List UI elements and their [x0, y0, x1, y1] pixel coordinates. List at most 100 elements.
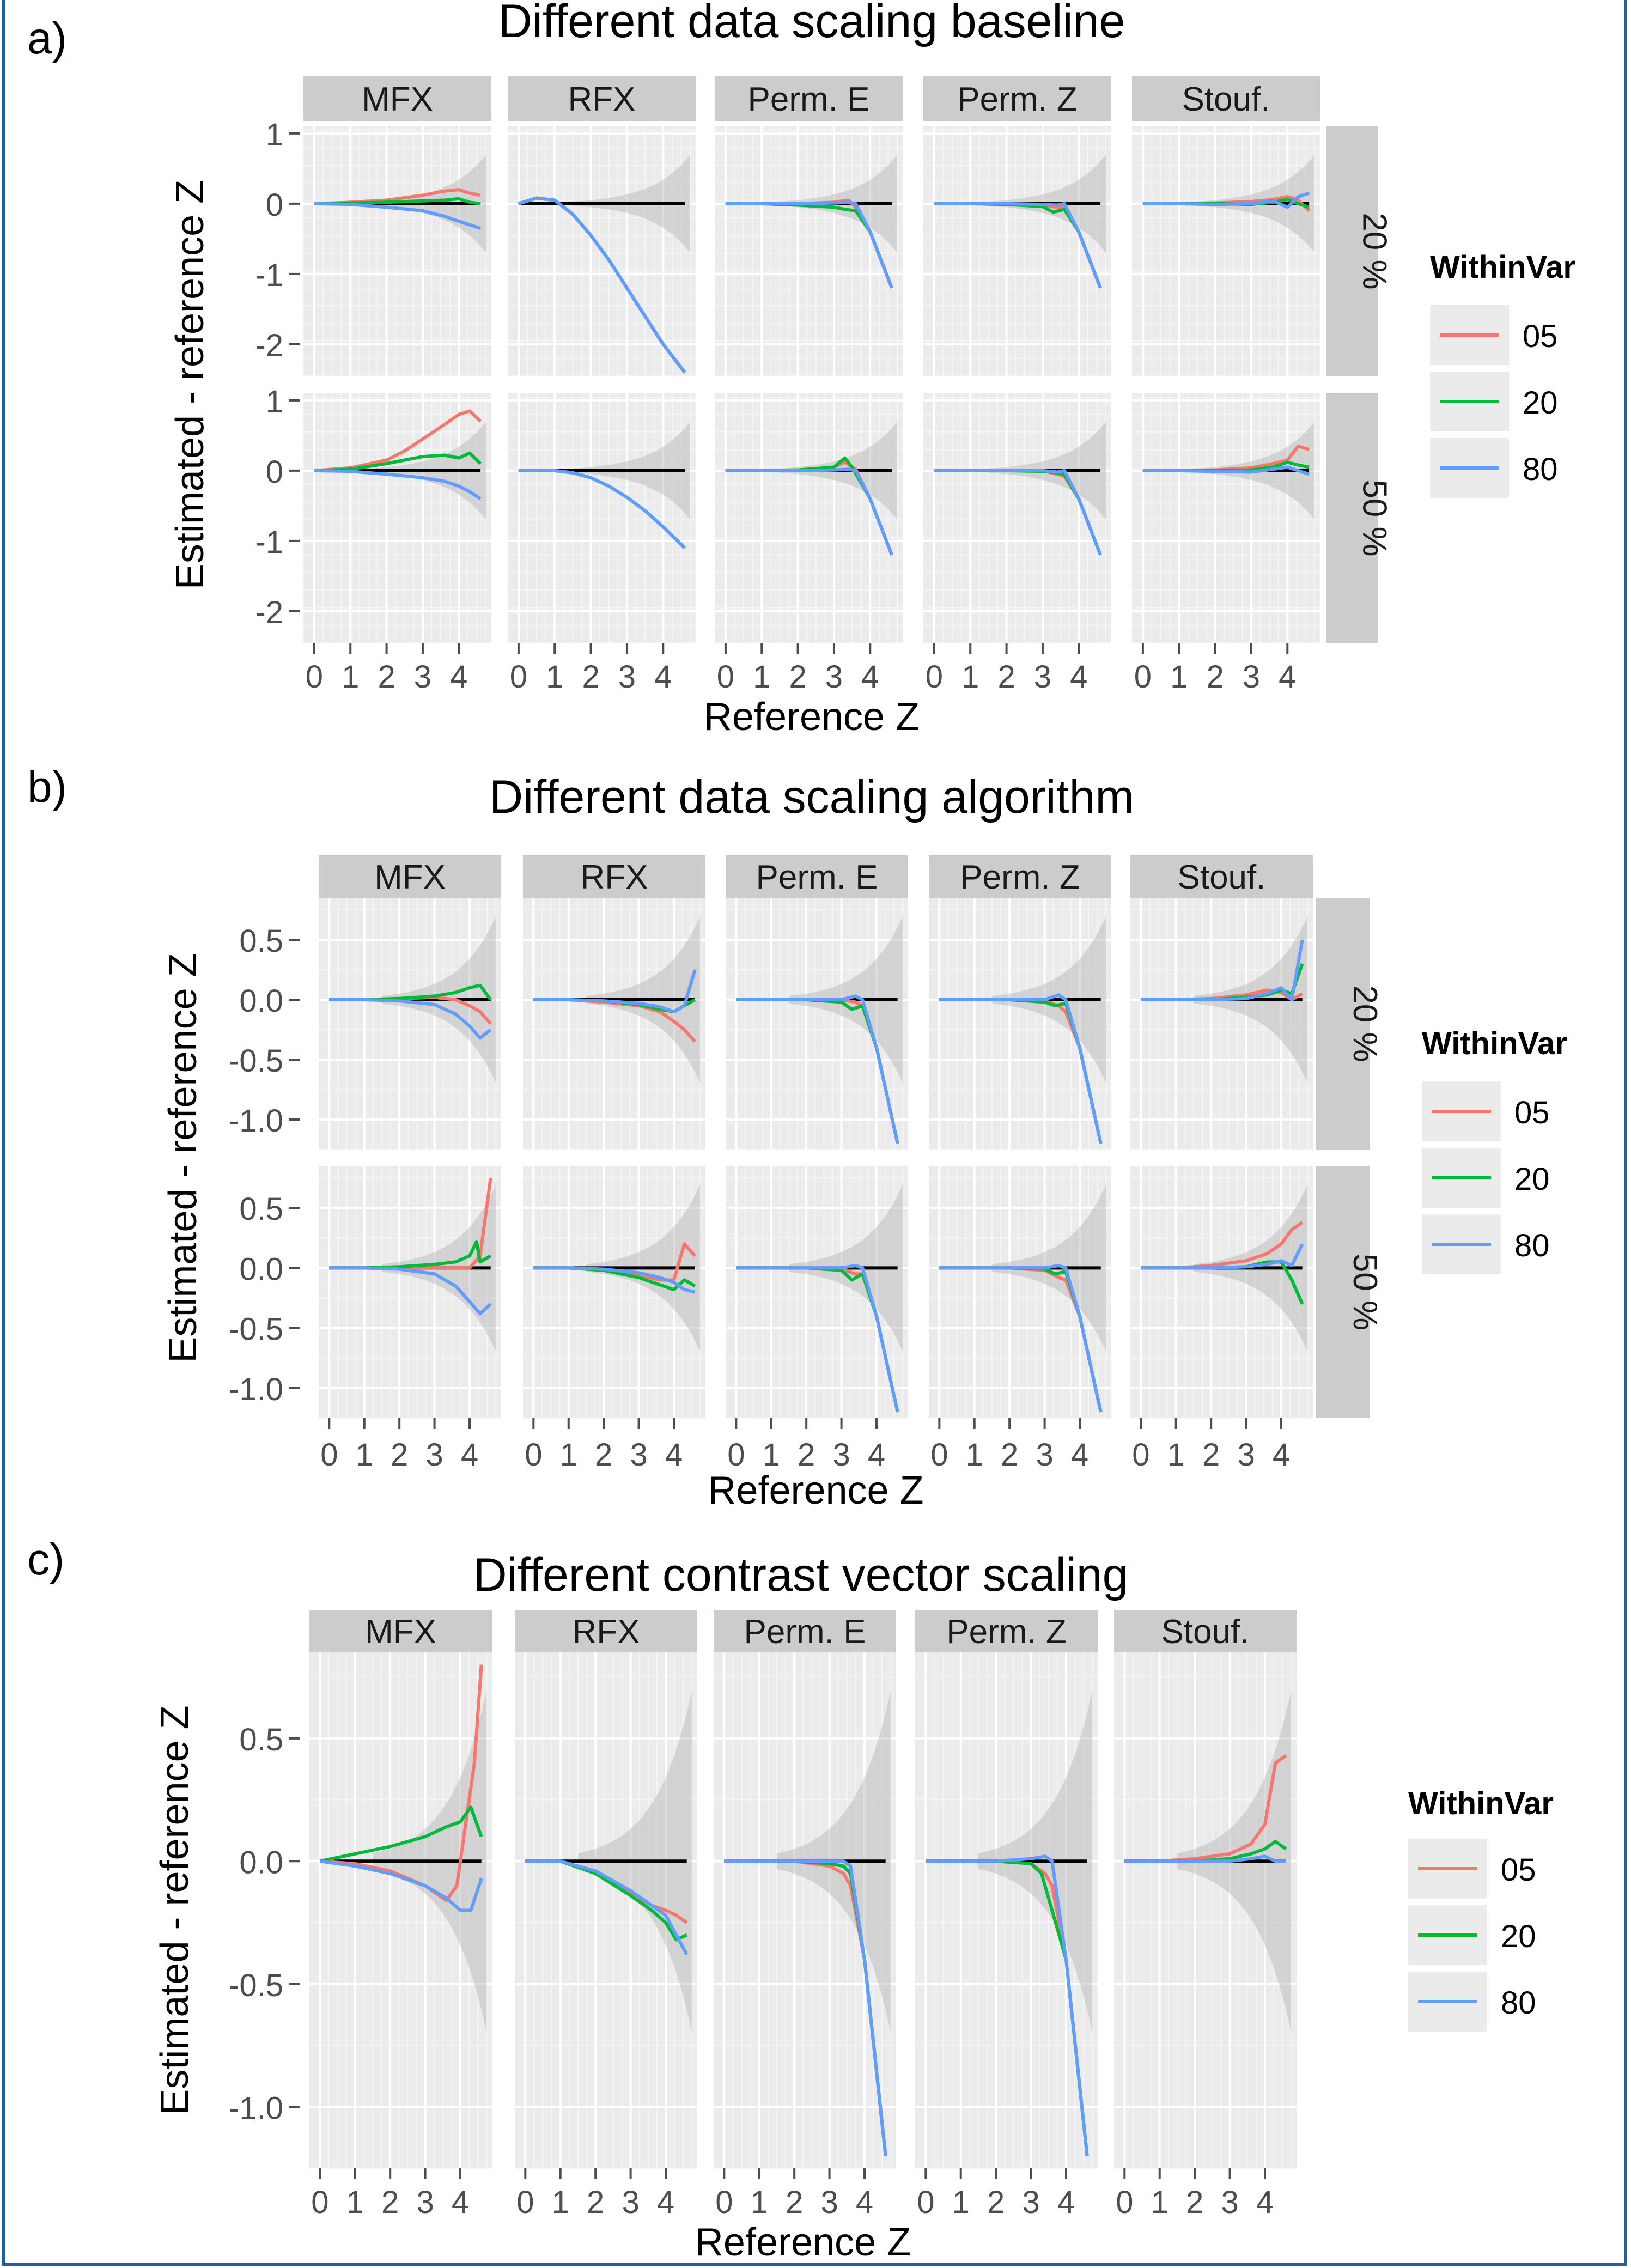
- facet-strip-label: RFX: [581, 859, 648, 896]
- panel-background: [715, 126, 903, 376]
- x-tick-label: 1: [346, 2185, 364, 2220]
- x-tick-label: 0: [926, 659, 943, 695]
- x-tick-label: 1: [1170, 659, 1188, 695]
- x-tick-label: 2: [595, 1437, 612, 1473]
- x-tick-label: 1: [763, 1437, 780, 1473]
- row-strip-label: 20 %: [1356, 212, 1393, 289]
- panel-tag: c): [27, 1535, 64, 1584]
- legend-title: WithinVar: [1430, 250, 1575, 285]
- x-tick-label: 2: [582, 659, 599, 695]
- x-tick-label: 1: [966, 1437, 983, 1473]
- x-tick-label: 0: [917, 2185, 934, 2220]
- x-tick-label: 0: [510, 659, 527, 695]
- x-tick-label: 3: [414, 659, 431, 695]
- facet-strip-2: [726, 855, 908, 898]
- x-tick-label: 3: [1221, 2185, 1238, 2220]
- x-tick-label: 1: [1151, 2185, 1169, 2220]
- chart-title: Different data scaling baseline: [498, 0, 1125, 47]
- chart-title: Different contrast vector scaling: [473, 1549, 1129, 1601]
- x-axis-label: Reference Z: [704, 695, 920, 739]
- facet-strip-1: [523, 855, 705, 898]
- panel-tag: a): [27, 14, 67, 63]
- row-strip-label: 50 %: [1356, 479, 1393, 556]
- y-axis-label: Estimated - reference Z: [168, 180, 212, 589]
- y-tick-label: 0.5: [239, 1191, 283, 1227]
- series-line-80: [329, 1266, 492, 1316]
- facet-strip-label: MFX: [374, 859, 446, 896]
- legend-entry-label: 20: [1523, 385, 1558, 421]
- legend-entry-label: 20: [1514, 1162, 1550, 1197]
- facet-strip-2: [715, 76, 903, 121]
- x-tick-label: 4: [1273, 1437, 1290, 1473]
- x-tick-label: 1: [356, 1437, 373, 1473]
- x-tick-label: 1: [560, 1437, 577, 1473]
- x-tick-label: 3: [425, 1437, 443, 1473]
- x-tick-label: 0: [320, 1437, 338, 1473]
- facet-strip-label: Perm. Z: [960, 859, 1080, 896]
- legend-entry-label: 05: [1501, 1852, 1536, 1888]
- x-tick-label: 2: [378, 659, 395, 695]
- x-tick-label: 4: [856, 2185, 873, 2220]
- facet-strip-1: [515, 1610, 697, 1652]
- series-line-80: [725, 467, 893, 556]
- x-tick-label: 3: [416, 2185, 434, 2220]
- legend-entry-label: 80: [1523, 452, 1558, 487]
- panel-background: [1132, 393, 1320, 643]
- series-line-80: [329, 998, 492, 1040]
- y-tick-label: 0.0: [239, 1845, 283, 1880]
- x-tick-label: 3: [1237, 1437, 1255, 1473]
- x-tick-label: 2: [381, 2185, 399, 2220]
- row-strip-0: [1316, 898, 1370, 1150]
- series-line-80: [319, 1859, 483, 1912]
- series-line-80: [934, 469, 1102, 556]
- x-tick-label: 1: [753, 659, 770, 695]
- y-axis-label: Estimated - reference Z: [161, 953, 205, 1363]
- y-tick-label: 1: [266, 117, 283, 153]
- x-tick-label: 2: [997, 659, 1015, 695]
- series-line-20: [314, 197, 481, 205]
- x-tick-label: 3: [1243, 659, 1260, 695]
- x-tick-label: 2: [789, 659, 806, 695]
- facet-strip-label: Stouf.: [1161, 1613, 1250, 1651]
- y-tick-label: -2: [255, 595, 283, 630]
- series-line-80: [314, 202, 482, 230]
- x-tick-label: 1: [751, 2185, 768, 2220]
- x-tick-label: 2: [987, 2185, 1005, 2220]
- x-tick-label: 0: [727, 1437, 745, 1473]
- panel-background: [923, 126, 1111, 376]
- series-line-80: [736, 994, 899, 1144]
- row-strip-label: 50 %: [1346, 1254, 1384, 1330]
- facet-strip-label: Perm. E: [744, 1613, 866, 1651]
- panel-tag: b): [27, 762, 67, 812]
- series-line-20: [314, 451, 482, 472]
- x-tick-label: 1: [552, 2185, 569, 2220]
- x-tick-label: 1: [961, 659, 979, 695]
- x-tick-label: 1: [342, 659, 359, 695]
- series-line-80: [533, 1266, 696, 1294]
- x-tick-label: 3: [1022, 2185, 1039, 2220]
- facet-strip-label: Stouf.: [1178, 859, 1266, 896]
- x-tick-label: 3: [1034, 659, 1051, 695]
- facet-strip-4: [1132, 76, 1320, 121]
- facet-strip-label: Perm. E: [748, 81, 870, 118]
- x-tick-label: 2: [587, 2185, 604, 2220]
- legend-entry-label: 80: [1501, 1985, 1536, 2021]
- series-line-80: [724, 1859, 887, 2156]
- facet-strip-0: [319, 855, 501, 898]
- x-tick-label: 2: [798, 1437, 815, 1473]
- x-axis-label: Reference Z: [708, 1469, 923, 1512]
- series-line-80: [725, 200, 893, 289]
- series-line-80: [926, 1854, 1089, 2156]
- facet-strip-3: [929, 855, 1111, 898]
- panel-background: [303, 393, 491, 643]
- x-tick-label: 3: [630, 1437, 647, 1473]
- x-tick-label: 0: [1134, 659, 1152, 695]
- series-line-80: [314, 469, 482, 501]
- panel-background: [923, 393, 1111, 643]
- x-axis-label: Reference Z: [695, 2221, 911, 2264]
- series-line-20: [319, 1805, 483, 1863]
- row-strip-1: [1316, 1166, 1370, 1418]
- facet-strip-label: Perm. Z: [957, 81, 1077, 118]
- y-tick-label: -1.0: [229, 2090, 283, 2126]
